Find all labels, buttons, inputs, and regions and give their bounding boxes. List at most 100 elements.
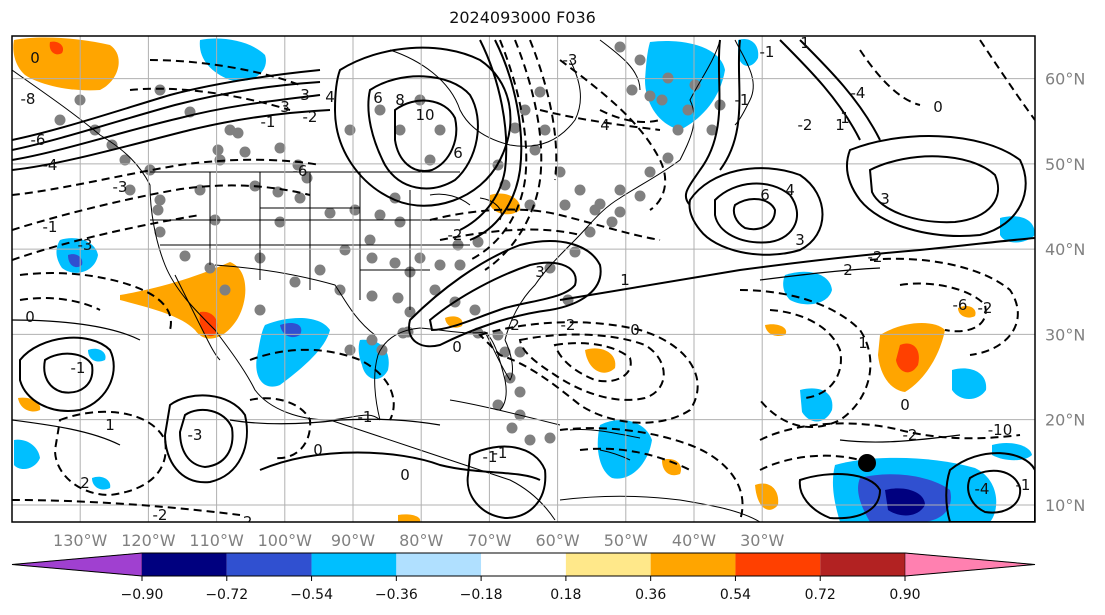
significance-dot <box>519 104 531 116</box>
contour-label: -4 <box>851 84 866 102</box>
significance-dot <box>349 204 361 216</box>
significance-dot <box>672 124 684 136</box>
significance-dot <box>589 204 601 216</box>
blue-patch-east5 <box>992 443 1032 461</box>
contour-label: -2 <box>238 513 253 531</box>
longitude-label: 80°W <box>399 531 443 550</box>
significance-dot <box>662 152 674 164</box>
longitude-label: 120°W <box>121 531 176 550</box>
longitude-label: 130°W <box>53 531 108 550</box>
contour-dashed-mid-atl <box>739 289 872 429</box>
contour-dashed-trop2 <box>759 454 861 471</box>
significance-dot <box>106 139 118 151</box>
blue-patch-greenland <box>738 38 759 66</box>
contour-label: -1 <box>760 43 775 61</box>
contour-label: -2 <box>903 426 918 444</box>
contour-dashed-ne2 <box>539 109 661 131</box>
contour-label: 3 <box>535 263 545 281</box>
contour-label: 1 <box>840 109 850 127</box>
significance-dot <box>584 226 596 238</box>
caribbean-islands <box>569 429 641 461</box>
blue-patch-east3 <box>1000 216 1035 243</box>
colorbar-segment <box>396 553 482 576</box>
longitude-label: 30°W <box>740 531 784 550</box>
contour-label: 4 <box>600 116 610 134</box>
contour-solid-sw <box>163 394 248 484</box>
significance-dot <box>539 124 551 136</box>
contour-label: -1 <box>493 444 508 462</box>
latitude-label: 50°N <box>1045 155 1085 174</box>
gulf-coast <box>374 327 507 421</box>
contour-dashed-mid-atl2 <box>769 309 842 399</box>
orange-patch-mid-atl <box>765 324 787 336</box>
contour-dashed-s <box>53 410 167 497</box>
orange-patch-atlantic1 <box>585 348 616 373</box>
contour-solid-ridge1 <box>333 46 512 207</box>
contour-solid-w-pac <box>19 336 115 412</box>
contour-dashed-canada2 <box>599 109 661 123</box>
contour-solid-nw-jet3 <box>12 94 321 161</box>
contour-zero-1 <box>12 319 141 446</box>
contour-dashed-car2 <box>579 447 691 471</box>
contour-label: -1 <box>358 408 373 426</box>
cuba <box>449 399 561 426</box>
significance-dot <box>534 86 546 98</box>
latitude-label: 20°N <box>1045 411 1085 430</box>
significance-dot <box>634 190 646 202</box>
latitude-label: 40°N <box>1045 240 1085 259</box>
east-coast <box>504 159 681 341</box>
significance-dot <box>626 84 638 96</box>
baja-peninsula <box>174 274 221 361</box>
significance-dot <box>154 84 166 96</box>
orange-patch-atlantic2 <box>755 483 779 510</box>
significance-dot <box>289 276 301 288</box>
canada-east <box>679 39 721 161</box>
significance-dot <box>124 184 136 196</box>
significance-dot <box>524 434 536 446</box>
contour-dashed-trop <box>759 422 1021 441</box>
contour-label: -1 <box>71 359 86 377</box>
contour-dashed-nw2 <box>12 184 311 231</box>
significance-dot <box>614 184 626 196</box>
contour-dashed-east3 <box>979 39 1035 121</box>
significance-dot <box>514 386 526 398</box>
contour-zero-4 <box>839 434 961 443</box>
blue-patch-east2 <box>952 368 987 399</box>
contour-solid-east-ridge2 <box>868 155 1000 224</box>
contour-layer <box>12 39 1035 522</box>
contour-label: 0 <box>30 49 40 67</box>
contour-solid-trough <box>459 39 508 231</box>
contour-label: -4 <box>975 480 990 498</box>
state-lines-2 <box>150 207 470 271</box>
significance-dot <box>509 122 521 134</box>
contour-label: -2 <box>978 299 993 317</box>
significance-dot <box>454 259 466 271</box>
significance-dot <box>634 54 646 66</box>
significance-dot <box>492 329 504 341</box>
significance-dot <box>154 194 166 206</box>
contour-label: -8 <box>21 90 36 108</box>
contour-solid-atl-low2 <box>714 182 799 244</box>
contour-dashed-nw <box>12 158 321 196</box>
contour-label: 0 <box>452 338 462 356</box>
contour-solid-atl-low3 <box>732 198 777 230</box>
significance-dot <box>689 79 701 91</box>
contour-label: 6 <box>453 144 463 162</box>
contour-label: 0 <box>900 396 910 414</box>
contour-solid-ridge3 <box>394 99 458 172</box>
latitude-label: 10°N <box>1045 496 1085 515</box>
significance-dot <box>434 259 446 271</box>
contour-label: 0 <box>933 98 943 116</box>
longitude-label: 110°W <box>189 531 244 550</box>
contour-label: -1 <box>43 218 58 236</box>
contour-dashed-trough-c <box>529 39 558 181</box>
contour-dashed-atl2 <box>518 333 665 401</box>
significance-dot <box>366 334 378 346</box>
contour-label: -2 <box>561 316 576 334</box>
map-title: 2024093000 F036 <box>449 8 596 27</box>
contour-label: -2 <box>153 506 168 524</box>
colorbar-segment <box>820 553 905 576</box>
significance-dot <box>544 432 556 444</box>
red-patch-east1 <box>896 343 919 373</box>
